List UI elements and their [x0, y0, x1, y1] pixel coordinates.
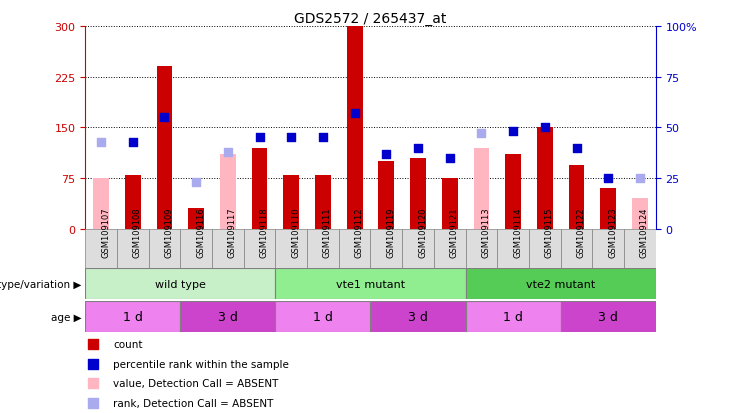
Text: GSM109122: GSM109122	[576, 207, 585, 257]
Bar	[592, 229, 624, 283]
Point	[444, 155, 456, 161]
Text: GSM109116: GSM109116	[196, 206, 205, 257]
Text: GSM109110: GSM109110	[291, 207, 300, 257]
Text: GSM109119: GSM109119	[386, 207, 396, 257]
Bar	[347, 27, 362, 229]
Text: count: count	[113, 339, 143, 349]
Point	[571, 145, 582, 152]
Point	[351, 102, 363, 109]
Bar	[505, 155, 521, 229]
Bar	[85, 229, 117, 283]
Bar	[600, 189, 617, 229]
Point	[285, 135, 297, 141]
Text: GSM109117: GSM109117	[227, 206, 237, 257]
Text: vte1 mutant: vte1 mutant	[336, 279, 405, 289]
Bar	[93, 178, 109, 229]
Bar	[188, 209, 204, 229]
Bar	[315, 175, 331, 229]
Bar	[632, 199, 648, 229]
Text: GSM109118: GSM109118	[259, 206, 268, 257]
Text: GSM109115: GSM109115	[545, 207, 554, 257]
Bar	[180, 229, 212, 283]
Text: GSM109111: GSM109111	[323, 207, 332, 257]
Point	[317, 135, 329, 141]
Bar	[402, 229, 434, 283]
Text: GSM109114: GSM109114	[513, 207, 522, 257]
Bar	[276, 301, 370, 332]
Text: GSM109107: GSM109107	[101, 206, 110, 257]
Point	[351, 278, 363, 285]
Point	[95, 139, 107, 145]
Bar	[568, 165, 585, 229]
Bar	[410, 158, 426, 229]
Text: GSM109121: GSM109121	[450, 207, 459, 257]
Bar	[283, 175, 299, 229]
Text: 1 d: 1 d	[313, 311, 333, 323]
Bar	[307, 229, 339, 283]
Bar	[497, 229, 529, 283]
Bar	[339, 229, 370, 283]
Bar	[473, 148, 489, 229]
Text: GSM109113: GSM109113	[482, 206, 491, 257]
Point	[380, 151, 392, 158]
Bar	[624, 229, 656, 283]
Bar	[244, 229, 276, 283]
Bar	[561, 301, 656, 332]
Text: GSM109108: GSM109108	[133, 206, 142, 257]
Text: 1 d: 1 d	[503, 311, 523, 323]
Bar	[220, 155, 236, 229]
Text: 1 d: 1 d	[123, 311, 143, 323]
Bar	[561, 229, 592, 283]
Point	[634, 175, 646, 182]
Text: rank, Detection Call = ABSENT: rank, Detection Call = ABSENT	[113, 398, 273, 408]
Bar	[117, 229, 149, 283]
Bar	[149, 229, 180, 283]
Bar	[252, 148, 268, 229]
Bar	[370, 229, 402, 283]
Point	[476, 131, 488, 138]
Text: GSM109112: GSM109112	[355, 207, 364, 257]
Bar	[537, 128, 553, 229]
Point	[539, 125, 551, 131]
Bar	[212, 229, 244, 283]
Text: value, Detection Call = ABSENT: value, Detection Call = ABSENT	[113, 378, 279, 388]
Point	[602, 175, 614, 182]
Text: vte2 mutant: vte2 mutant	[526, 279, 595, 289]
Bar	[85, 301, 180, 332]
Bar	[529, 229, 561, 283]
Title: GDS2572 / 265437_at: GDS2572 / 265437_at	[294, 12, 447, 26]
Point	[222, 149, 233, 156]
Point	[190, 179, 202, 186]
Point	[127, 139, 139, 145]
Text: GSM109123: GSM109123	[608, 206, 617, 257]
Bar	[180, 301, 276, 332]
Point	[507, 129, 519, 135]
Text: GSM109120: GSM109120	[418, 207, 427, 257]
Bar	[276, 268, 465, 299]
Point	[253, 135, 265, 141]
Text: 3 d: 3 d	[218, 311, 238, 323]
Text: genotype/variation ▶: genotype/variation ▶	[0, 279, 82, 289]
Text: GSM109124: GSM109124	[640, 207, 649, 257]
Bar	[465, 229, 497, 283]
Bar	[434, 229, 465, 283]
Text: 3 d: 3 d	[408, 311, 428, 323]
Bar	[276, 229, 307, 283]
Bar	[124, 175, 141, 229]
Bar	[442, 178, 458, 229]
Point	[349, 111, 361, 117]
Bar	[465, 268, 656, 299]
Bar	[379, 162, 394, 229]
Bar	[85, 268, 276, 299]
Bar	[370, 301, 465, 332]
Text: wild type: wild type	[155, 279, 206, 289]
Text: percentile rank within the sample: percentile rank within the sample	[113, 359, 289, 369]
Bar	[465, 301, 561, 332]
Text: GSM109109: GSM109109	[165, 207, 173, 257]
Text: age ▶: age ▶	[51, 312, 82, 322]
Text: 3 d: 3 d	[598, 311, 618, 323]
Bar	[156, 67, 173, 229]
Point	[412, 145, 424, 152]
Point	[159, 114, 170, 121]
